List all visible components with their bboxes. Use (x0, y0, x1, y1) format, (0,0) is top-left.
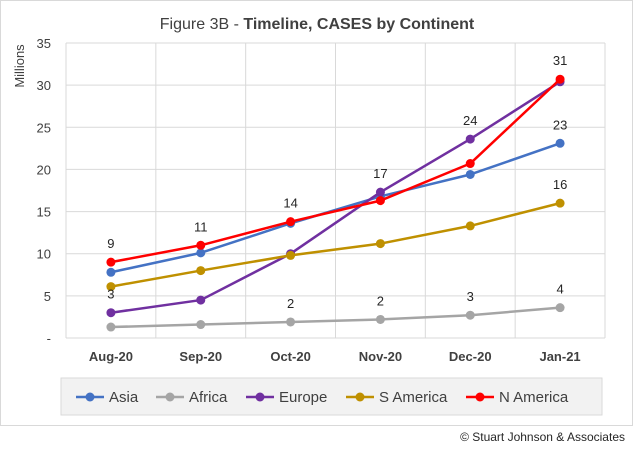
data-label: 3 (467, 289, 474, 304)
x-tick-label: Dec-20 (449, 349, 492, 364)
x-tick-label: Sep-20 (179, 349, 222, 364)
data-point-europe (106, 308, 116, 318)
data-point-africa (286, 317, 296, 327)
data-label: 17 (373, 166, 387, 181)
data-label: 14 (283, 196, 297, 211)
data-point-n-america (465, 159, 475, 169)
data-point-n-america (555, 74, 565, 84)
data-labels: 9 3 11 14 2 17 2 24 3 31 23 16 4 (107, 53, 567, 311)
legend-label: Africa (189, 389, 228, 406)
chart-title-main: Timeline, CASES by Continent (243, 16, 475, 33)
data-point-n-america (196, 240, 206, 250)
data-label: 2 (287, 296, 294, 311)
series-lines (106, 74, 565, 332)
series-line-s-america (110, 201, 561, 288)
y-tick-labels: - 5 10 15 20 25 30 35 (37, 36, 51, 346)
data-label: 31 (553, 53, 567, 68)
y-tick-label: 25 (37, 120, 51, 135)
series-n-america (106, 74, 565, 267)
y-tick-label: 15 (37, 205, 51, 220)
y-tick-label: 30 (37, 78, 51, 93)
series-s-america (106, 198, 565, 292)
data-point-asia (465, 169, 475, 179)
y-tick-label: 35 (37, 36, 51, 51)
legend: Asia Africa Europe S America N America (76, 389, 569, 406)
data-label: 9 (107, 236, 114, 251)
data-point-africa (555, 303, 565, 313)
legend-item-africa: Africa (156, 389, 228, 406)
data-point-africa (465, 310, 475, 320)
data-point-s-america (555, 198, 565, 208)
chart-title: Figure 3B - Timeline, CASES by Continent (160, 16, 475, 33)
data-point-n-america (106, 257, 116, 267)
data-point-asia (196, 248, 206, 258)
data-point-europe (375, 187, 385, 197)
data-label: 3 (107, 287, 114, 302)
y-tick-label: 20 (37, 162, 51, 177)
data-point-africa (106, 322, 116, 332)
data-point-s-america (106, 282, 116, 292)
data-point-n-america (286, 217, 296, 227)
data-point-europe (465, 134, 475, 144)
copyright-text: © Stuart Johnson & Associates (460, 430, 625, 444)
legend-item-europe: Europe (246, 389, 327, 406)
legend-swatch-marker (85, 392, 95, 402)
y-tick-label: 10 (37, 247, 51, 262)
data-point-asia (555, 138, 565, 148)
legend-label: N America (499, 389, 569, 406)
series-line-africa (110, 306, 561, 329)
data-point-africa (375, 314, 385, 324)
line-chart: Figure 3B - Timeline, CASES by Continent… (12, 16, 606, 416)
data-label: 23 (553, 117, 567, 132)
data-label: 24 (463, 113, 477, 128)
data-point-s-america (375, 239, 385, 249)
y-tick-label: 5 (44, 289, 51, 304)
data-point-s-america (286, 250, 296, 260)
legend-swatch-marker (355, 392, 365, 402)
series-line-n-america (110, 78, 561, 264)
x-tick-label: Nov-20 (359, 349, 402, 364)
data-label: 4 (556, 282, 563, 297)
x-tick-label: Aug-20 (89, 349, 133, 364)
x-tick-label: Oct-20 (270, 349, 310, 364)
chart-frame: Figure 3B - Timeline, CASES by Continent… (0, 0, 633, 426)
legend-item-n-america: N America (466, 389, 569, 406)
legend-box (60, 377, 603, 416)
y-axis-label: Millions (12, 44, 27, 88)
legend-swatch-marker (475, 392, 485, 402)
legend-item-asia: Asia (76, 389, 139, 406)
series-africa (106, 303, 565, 332)
legend-label: Asia (109, 389, 139, 406)
legend-swatch-marker (255, 392, 265, 402)
legend-item-s-america: S America (346, 389, 448, 406)
series-line-europe (110, 80, 561, 314)
data-point-n-america (375, 196, 385, 206)
data-point-europe (196, 295, 206, 305)
data-point-s-america (465, 221, 475, 231)
data-label: 16 (553, 177, 567, 192)
legend-label: S America (379, 389, 448, 406)
data-point-s-america (196, 266, 206, 276)
x-tick-labels: Aug-20 Sep-20 Oct-20 Nov-20 Dec-20 Jan-21 (89, 349, 581, 364)
x-tick-label: Jan-21 (539, 349, 580, 364)
chart-title-prefix: Figure 3B - (160, 16, 244, 33)
legend-swatch-marker (165, 392, 175, 402)
legend-label: Europe (279, 389, 327, 406)
y-tick-label: - (47, 331, 51, 346)
gridlines (65, 42, 606, 339)
data-label: 2 (377, 293, 384, 308)
data-point-asia (106, 267, 116, 277)
data-label: 11 (194, 219, 208, 234)
data-point-africa (196, 320, 206, 330)
